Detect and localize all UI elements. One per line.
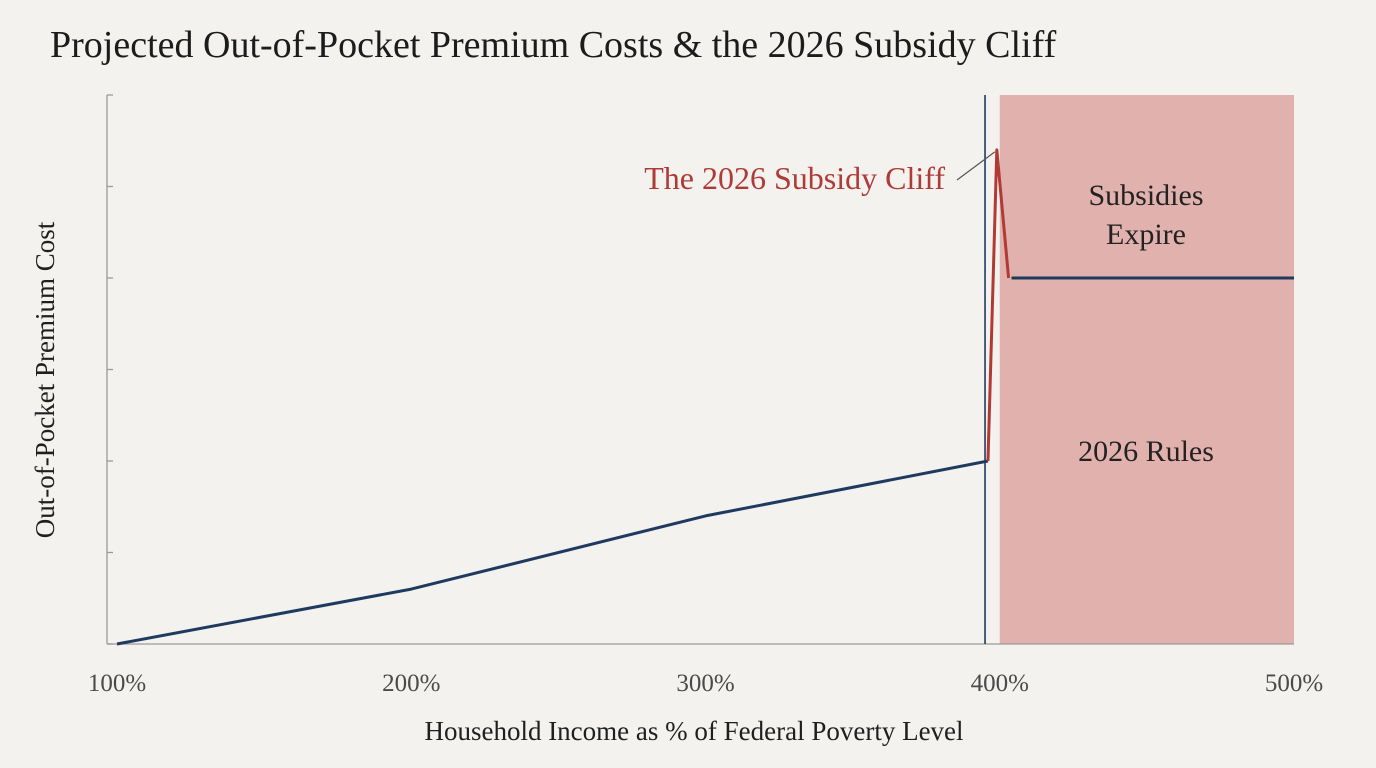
x-tick-label: 500% [1265,670,1323,697]
region-label-subsidies: Subsidies [1088,179,1203,212]
premium-cost-line-before-cliff [116,459,989,646]
x-axis-label: Household Income as % of Federal Poverty… [424,716,963,746]
x-tick-label: 400% [971,670,1029,697]
cliff-annotation-label: The 2026 Subsidy Cliff [644,160,945,196]
chart-title: Projected Out-of-Pocket Premium Costs & … [50,24,1057,66]
region-label-expire: Expire [1106,218,1186,251]
x-tick-label: 300% [676,670,734,697]
cliff-annotation-leader [956,151,996,181]
cliff-spike-line [986,148,1011,462]
region-label-2026-rules: 2026 Rules [1078,435,1214,468]
x-tick-label: 200% [382,670,440,697]
y-axis-label: Out-of-Pocket Premium Cost [30,221,60,538]
shaded-region [999,95,1294,644]
x-tick-label: 100% [88,670,146,697]
